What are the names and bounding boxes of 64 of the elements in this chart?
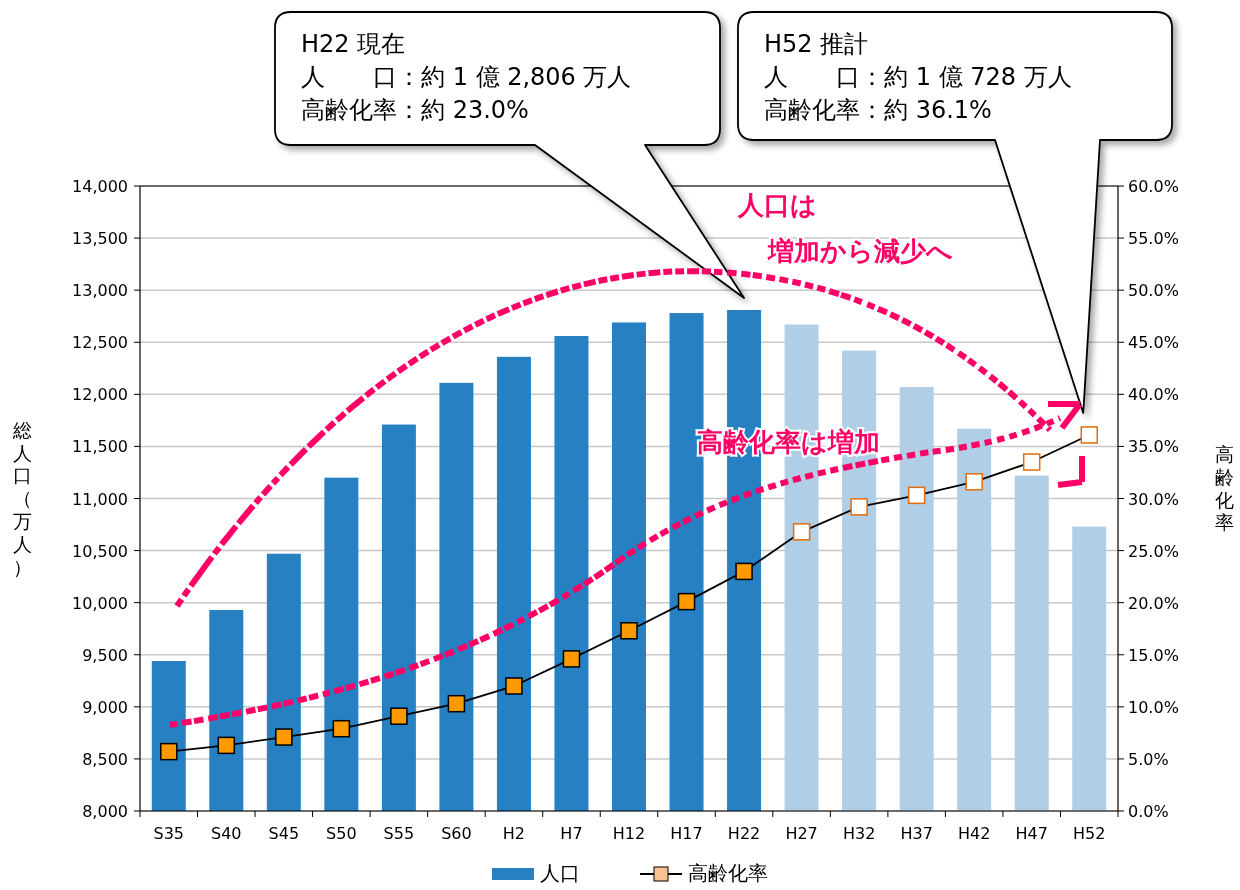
x-tick-label: H12 [612, 824, 646, 843]
y2-tick-label: 20.0% [1128, 593, 1179, 613]
point [677, 592, 696, 611]
x-tick-label: H2 [502, 824, 526, 843]
legend-label: 高齢化率 [688, 861, 768, 885]
y2-tick-label: 35.0% [1128, 437, 1179, 457]
y-tick-label: 13,500 [72, 229, 128, 249]
y-tick-label: 10,500 [72, 541, 128, 561]
x-tick-label: S60 [441, 824, 472, 843]
y-tick-label: 8,500 [82, 749, 128, 769]
x-tick-label: S35 [153, 824, 185, 843]
y-tick-label: 12,000 [72, 385, 128, 405]
annotation: 増加から減少へ [767, 236, 953, 266]
legend-label: 人口 [540, 861, 580, 885]
x-tick-label: S45 [268, 824, 300, 843]
point [390, 707, 408, 725]
point [275, 728, 293, 746]
y-tick-label: 9,500 [82, 645, 128, 665]
point [850, 498, 868, 516]
point [620, 622, 638, 640]
y-tick-label: 13,000 [72, 281, 128, 301]
y-tick-label: 14,000 [72, 177, 128, 196]
x-tick-label: H27 [785, 824, 818, 843]
point [332, 719, 351, 738]
point [907, 486, 926, 505]
x-tick-label: H17 [670, 824, 703, 843]
x-tick-label: H52 [1073, 824, 1106, 843]
y2-tick-label: 60.0% [1128, 177, 1179, 196]
x-tick-label: H32 [842, 824, 876, 843]
y-tick-label: 10,000 [72, 593, 128, 613]
point [217, 736, 236, 755]
y-tick-label: 11,000 [72, 489, 128, 509]
y-tick-label: 11,500 [72, 437, 128, 457]
y2-tick-label: 25.0% [1128, 541, 1179, 561]
point [505, 677, 523, 695]
point [160, 742, 178, 761]
point [965, 473, 983, 491]
point [792, 523, 811, 541]
point [562, 650, 581, 668]
y2-tick-label: 55.0% [1128, 229, 1179, 249]
y2-axis-title: 高齢化率 [1214, 442, 1234, 534]
x-tick-label: S40 [211, 824, 242, 843]
y2-tick-label: 0.0% [1128, 802, 1169, 821]
x-tick-label: S50 [326, 824, 357, 843]
y2-tick-label: 30.0% [1128, 489, 1179, 509]
point [735, 562, 753, 581]
point [447, 694, 466, 713]
y2-tick-label: 15.0% [1128, 645, 1179, 665]
point [1022, 453, 1041, 471]
y2-tick-label: 45.0% [1128, 333, 1179, 353]
y-axis-title: 総人口（万人） [11, 418, 32, 578]
y-tick-label: 12,500 [72, 333, 128, 353]
x-tick-label: S55 [383, 824, 415, 843]
x-tick-label: H42 [957, 824, 991, 843]
y2-tick-label: 50.0% [1128, 281, 1179, 301]
x-tick-label: H22 [727, 824, 761, 843]
y2-tick-label: 40.0% [1128, 385, 1179, 405]
y2-tick-label: 5.0% [1128, 749, 1169, 769]
y-tick-label: 8,000 [82, 802, 128, 821]
x-tick-label: H37 [900, 824, 933, 843]
x-tick-label: H7 [560, 824, 583, 843]
y2-tick-label: 10.0% [1128, 697, 1179, 717]
y-tick-label: 9,000 [82, 697, 128, 717]
x-tick-label: H47 [1015, 824, 1048, 843]
